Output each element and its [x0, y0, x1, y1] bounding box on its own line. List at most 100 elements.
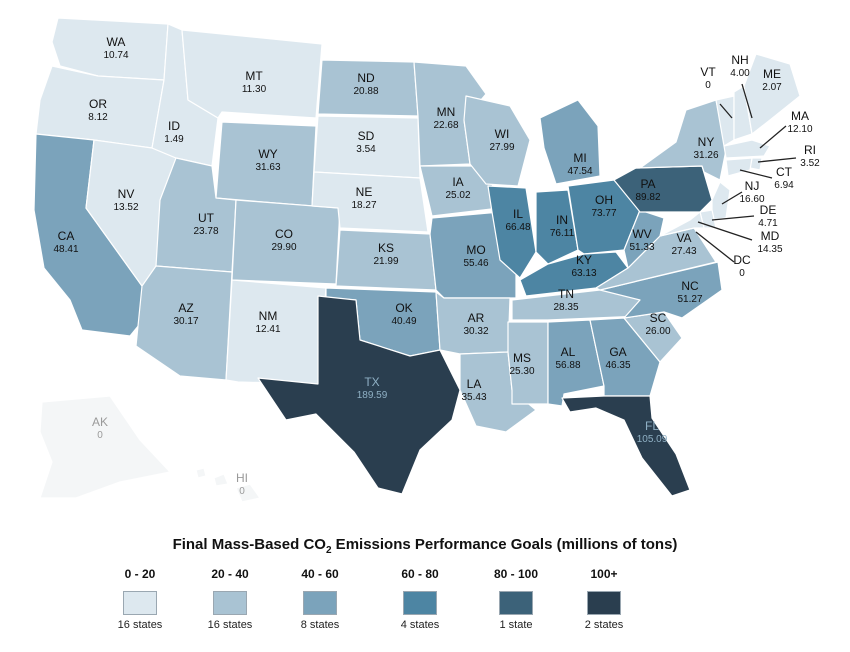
state-abbr-ri: RI [804, 143, 816, 157]
state-abbr-mi: MI [573, 151, 586, 165]
state-abbr-mo: MO [466, 243, 485, 257]
state-abbr-nm: NM [259, 309, 278, 323]
state-value-nj: 16.60 [739, 194, 764, 205]
state-value-id: 1.49 [164, 134, 184, 145]
state-abbr-sd: SD [358, 129, 375, 143]
legend-range: 60 - 80 [401, 567, 439, 581]
state-nc [599, 261, 723, 319]
state-mi [539, 99, 601, 185]
state-abbr-tx: TX [364, 375, 379, 389]
state-value-ok: 40.49 [391, 316, 416, 327]
state-abbr-oh: OH [595, 193, 613, 207]
state-abbr-il: IL [513, 207, 523, 221]
state-value-ca: 48.41 [53, 244, 78, 255]
state-value-ks: 21.99 [373, 256, 398, 267]
state-value-dc: 0 [739, 268, 745, 279]
state-value-ia: 25.02 [445, 190, 470, 201]
state-abbr-nv: NV [118, 187, 135, 201]
state-value-sd: 3.54 [356, 144, 376, 155]
legend-swatch [303, 591, 337, 615]
state-abbr-ar: AR [468, 311, 485, 325]
state-value-nm: 12.41 [255, 324, 280, 335]
state-abbr-wv: WV [632, 227, 651, 241]
leader-ma [759, 125, 787, 149]
leader-dc [695, 231, 735, 263]
state-value-pa: 89.82 [635, 192, 660, 203]
legend-bin: 20 - 40 16 states [180, 567, 280, 631]
state-ma [723, 139, 771, 159]
state-value-wa: 10.74 [103, 50, 128, 61]
state-value-ar: 30.32 [463, 326, 488, 337]
leader-md [697, 221, 753, 241]
legend-range: 0 - 20 [124, 567, 156, 581]
state-value-md: 14.35 [757, 244, 782, 255]
state-abbr-nh: NH [731, 53, 748, 67]
state-abbr-az: AZ [178, 301, 193, 315]
state-abbr-dc: DC [733, 253, 751, 267]
state-value-la: 35.43 [461, 392, 486, 403]
state-value-vt: 0 [705, 80, 711, 91]
legend-count: 16 states [117, 619, 163, 631]
state-abbr-sc: SC [650, 311, 667, 325]
state-value-wv: 51.33 [629, 242, 654, 253]
state-abbr-va: VA [676, 231, 691, 245]
legend-count: 1 state [499, 619, 533, 631]
state-abbr-al: AL [561, 345, 576, 359]
state-abbr-nj: NJ [745, 179, 760, 193]
state-abbr-ny: NY [698, 135, 715, 149]
state-abbr-md: MD [761, 229, 780, 243]
state-value-al: 56.88 [555, 360, 580, 371]
state-value-wy: 31.63 [255, 162, 280, 173]
state-abbr-in: IN [556, 213, 568, 227]
state-value-hi: 0 [239, 486, 245, 497]
state-abbr-wa: WA [107, 35, 126, 49]
state-value-nv: 13.52 [113, 202, 138, 213]
state-mt [181, 29, 323, 119]
state-value-nh: 4.00 [730, 68, 750, 79]
state-abbr-wy: WY [258, 147, 277, 161]
state-value-ga: 46.35 [605, 360, 630, 371]
state-value-il: 66.48 [505, 222, 530, 233]
state-value-ny: 31.26 [693, 150, 718, 161]
state-abbr-or: OR [89, 97, 107, 111]
callout-leader-lines [695, 83, 797, 263]
state-shapes [33, 17, 801, 503]
legend-range: 100+ [590, 567, 618, 581]
legend-range: 80 - 100 [493, 567, 539, 581]
state-ky [519, 251, 629, 297]
state-value-nd: 20.88 [353, 86, 378, 97]
state-value-or: 8.12 [88, 112, 108, 123]
leader-nj [721, 191, 743, 205]
state-value-in: 76.11 [550, 228, 575, 239]
state-il [487, 185, 537, 279]
state-abbr-fl: FL [645, 419, 659, 433]
legend-range: 40 - 60 [301, 567, 339, 581]
leader-nh [741, 83, 753, 119]
state-abbr-ne: NE [356, 185, 373, 199]
legend-bin: 80 - 100 1 state [466, 567, 566, 631]
state-value-ne: 18.27 [351, 200, 376, 211]
legend-count: 2 states [584, 619, 624, 631]
state-abbr-id: ID [168, 119, 180, 133]
legend-count: 8 states [300, 619, 340, 631]
state-abbr-ky: KY [576, 253, 592, 267]
state-abbr-ga: GA [609, 345, 626, 359]
state-value-oh: 73.77 [591, 208, 616, 219]
state-in [535, 189, 579, 265]
state-wi [463, 95, 531, 187]
state-value-sc: 26.00 [645, 326, 670, 337]
state-value-ky: 63.13 [571, 268, 596, 279]
state-fl [561, 395, 691, 497]
legend-bin: 40 - 60 8 states [270, 567, 370, 631]
state-abbr-la: LA [467, 377, 482, 391]
legend-bin: 0 - 20 16 states [90, 567, 190, 631]
state-abbr-ks: KS [378, 241, 394, 255]
state-value-tn: 28.35 [553, 302, 578, 313]
state-value-ri: 3.52 [800, 158, 820, 169]
state-value-ct: 6.94 [774, 180, 794, 191]
state-md [659, 211, 705, 237]
state-abbr-ia: IA [452, 175, 463, 189]
state-ne [311, 171, 429, 233]
